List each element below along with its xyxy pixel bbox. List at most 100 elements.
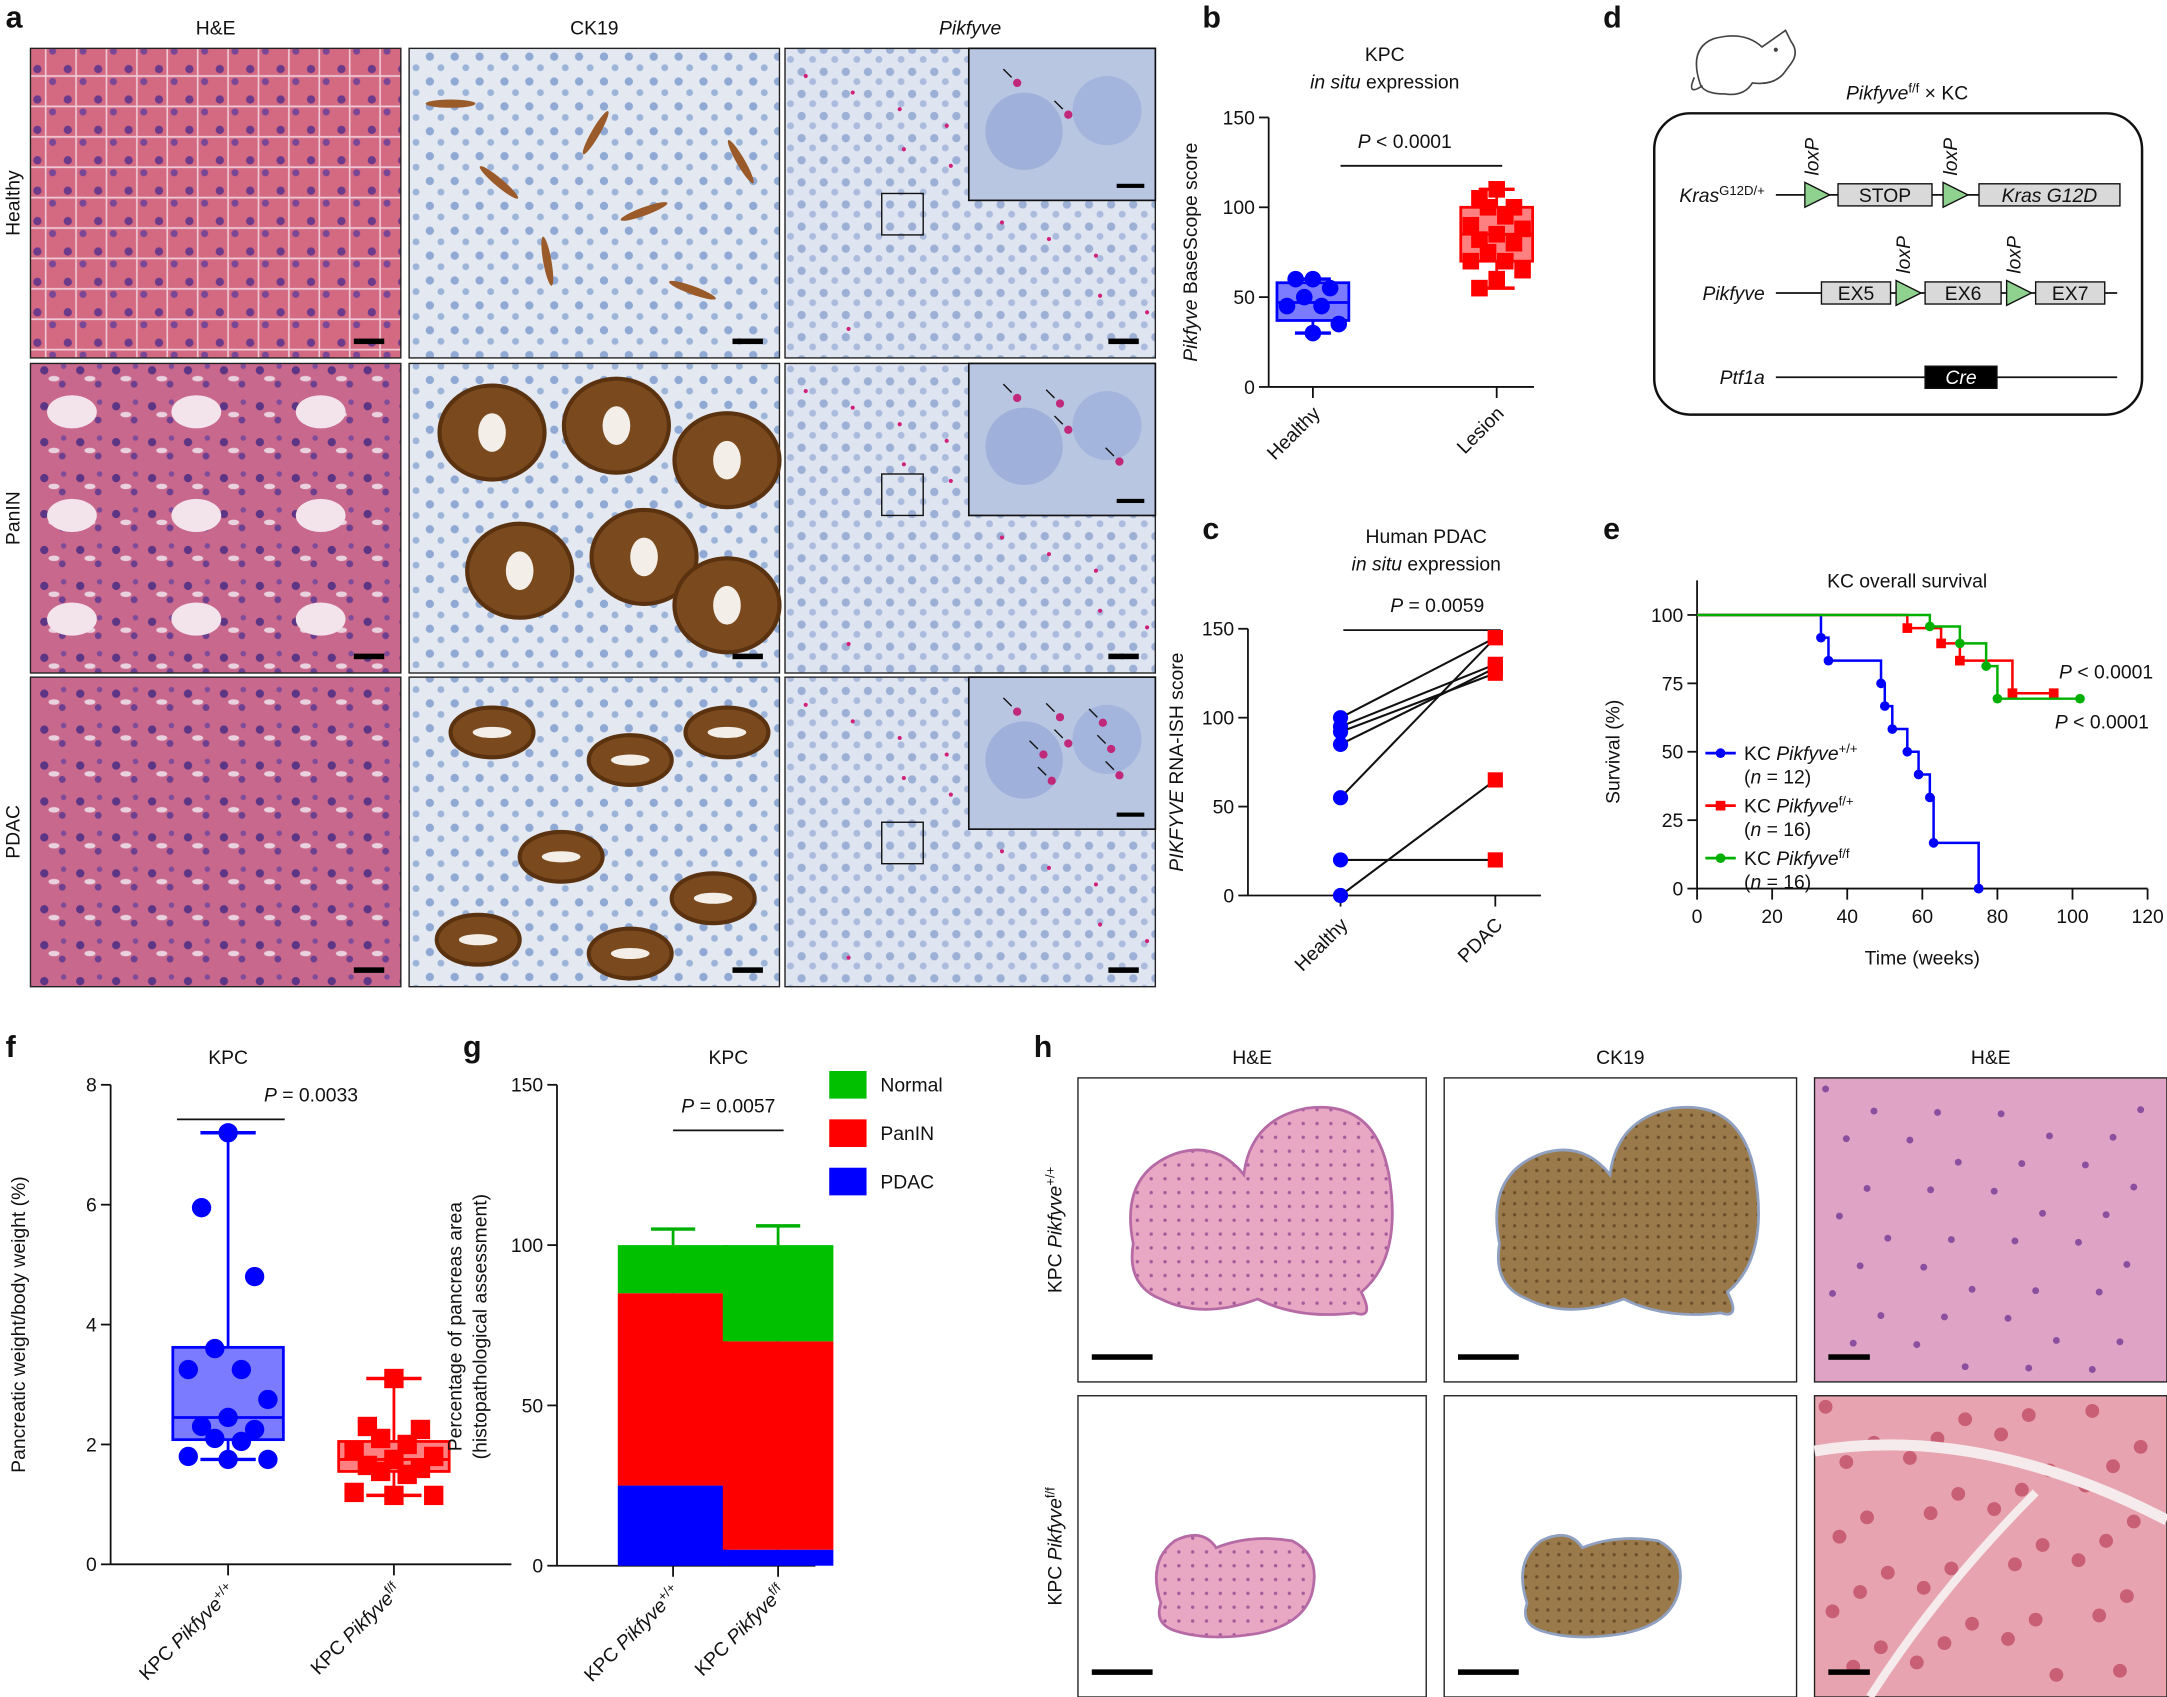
column-header: Pikfyve: [939, 18, 1002, 40]
event-marker: [1887, 724, 1898, 734]
cell: [1870, 1107, 1878, 1115]
censor-marker: [2048, 688, 2059, 699]
ish-dot: [948, 163, 953, 168]
arrow-icon: [1045, 702, 1055, 713]
x-tick-label: 20: [1761, 906, 1782, 928]
data-point: [384, 1368, 404, 1389]
event-marker: [2007, 688, 2018, 699]
data-point: [178, 1446, 198, 1467]
cell: [2088, 1366, 2096, 1373]
gland-lumen: [171, 395, 222, 429]
legend-n: (n = 16): [1744, 872, 1811, 894]
label-segment: BaseScope score: [1180, 143, 1202, 300]
label-segment: Pikfyve: [1776, 848, 1839, 870]
gland-lumen: [295, 602, 346, 636]
arrow-icon: [1096, 734, 1107, 744]
cell: [2052, 1337, 2060, 1344]
pair-line: [1339, 779, 1496, 897]
inset-region-box: [881, 192, 924, 236]
label-segment: = 12): [1761, 767, 1811, 789]
cell: [1884, 1234, 1892, 1242]
scale-bar: [732, 653, 763, 660]
cell: [1818, 1399, 1833, 1414]
label-segment: Pikfyve: [939, 18, 1002, 40]
km-line: [1697, 613, 2054, 695]
data-point: [231, 1359, 252, 1380]
nucleus: [1072, 76, 1142, 146]
y-tick-label: 150: [511, 1075, 543, 1097]
micrograph-pikfyve-pdac: [784, 676, 1157, 988]
panel-label-h: h: [1034, 1030, 1053, 1064]
ck19-stain: [668, 280, 716, 300]
y-tick-label: 2: [86, 1434, 97, 1456]
gland-lumen: [610, 947, 650, 960]
mouse-icon: [1690, 29, 1797, 96]
legend-label: PanIN: [880, 1123, 934, 1145]
scale-bar: [1116, 498, 1145, 504]
cell: [2081, 1161, 2089, 1169]
data-point: [218, 1123, 238, 1143]
data-point: [1287, 270, 1304, 288]
loxp-triangle: [2005, 279, 2034, 307]
x-tick-label: PDAC: [1454, 914, 1508, 968]
data-point: [1471, 279, 1488, 297]
ish-dot: [1013, 78, 1022, 88]
y-tick-label: 0: [532, 1556, 543, 1578]
y-tick-label: 50: [522, 1395, 544, 1417]
arrow-icon: [1053, 415, 1064, 425]
y-tick-label: 0: [1673, 878, 1684, 900]
cell: [2049, 1667, 2064, 1682]
data-point-healthy: [1332, 724, 1349, 740]
label-segment: Pikfyve: [1776, 743, 1839, 765]
data-point: [1321, 279, 1339, 297]
row-label: KPC Pikfyvef/f: [1042, 1487, 1067, 1606]
ish-dot: [1144, 310, 1150, 315]
cell: [2039, 1209, 2047, 1217]
cell: [1958, 1412, 1973, 1427]
cross-title: Pikfyvef/f × KC: [1846, 80, 1968, 105]
ish-dot: [999, 849, 1005, 854]
event-marker: [1913, 769, 1924, 780]
x-tick-label: 40: [1836, 906, 1857, 928]
label-segment: Kras: [1679, 185, 1719, 207]
ish-dot: [1055, 713, 1065, 722]
box-label: EX7: [2052, 283, 2089, 305]
label-segment: Ptf1a: [1720, 367, 1765, 389]
ish-dot: [999, 220, 1005, 225]
slide-image-he-ff: [1077, 1395, 1427, 1697]
label-segment: RNA-ISH score: [1166, 653, 1188, 790]
cell: [1920, 1263, 1928, 1271]
data-point: [397, 1434, 417, 1455]
gland-lumen: [713, 585, 741, 625]
tissue-section: [1154, 1533, 1316, 1639]
scale-bar: [1091, 1669, 1153, 1675]
nucleus: [1072, 704, 1142, 774]
label-segment: (: [1744, 819, 1751, 841]
cell: [1863, 1184, 1871, 1192]
cell: [1944, 1561, 1959, 1576]
pair-line: [1340, 672, 1496, 733]
data-point: [191, 1416, 212, 1437]
label-segment: = 0.0057: [694, 1095, 775, 1117]
ish-dot: [846, 641, 851, 647]
loxp-triangle: [1804, 181, 1832, 209]
legend-marker: [1715, 800, 1726, 811]
loxp-label: loxP: [1802, 138, 1824, 176]
label-segment: < 0.0001: [2068, 711, 2149, 733]
gene-label: KrasG12D/+: [1679, 182, 1765, 207]
label-segment: KPC: [1365, 44, 1405, 66]
label-segment: KPC: [1044, 1248, 1066, 1293]
event-marker: [1955, 655, 1965, 666]
cell: [1829, 1290, 1836, 1297]
data-point: [205, 1338, 225, 1359]
data-point: [1462, 216, 1480, 234]
chart-title: KC overall survival: [1827, 570, 1987, 592]
label-segment: KC: [1744, 796, 1776, 818]
ish-dot: [1064, 739, 1073, 748]
ish-dot: [901, 775, 906, 781]
ish-dot: [1046, 552, 1052, 557]
slide-image-he-wt: [1077, 1077, 1427, 1383]
label-segment: f/+: [1839, 793, 1854, 808]
gland-lumen: [602, 406, 631, 445]
